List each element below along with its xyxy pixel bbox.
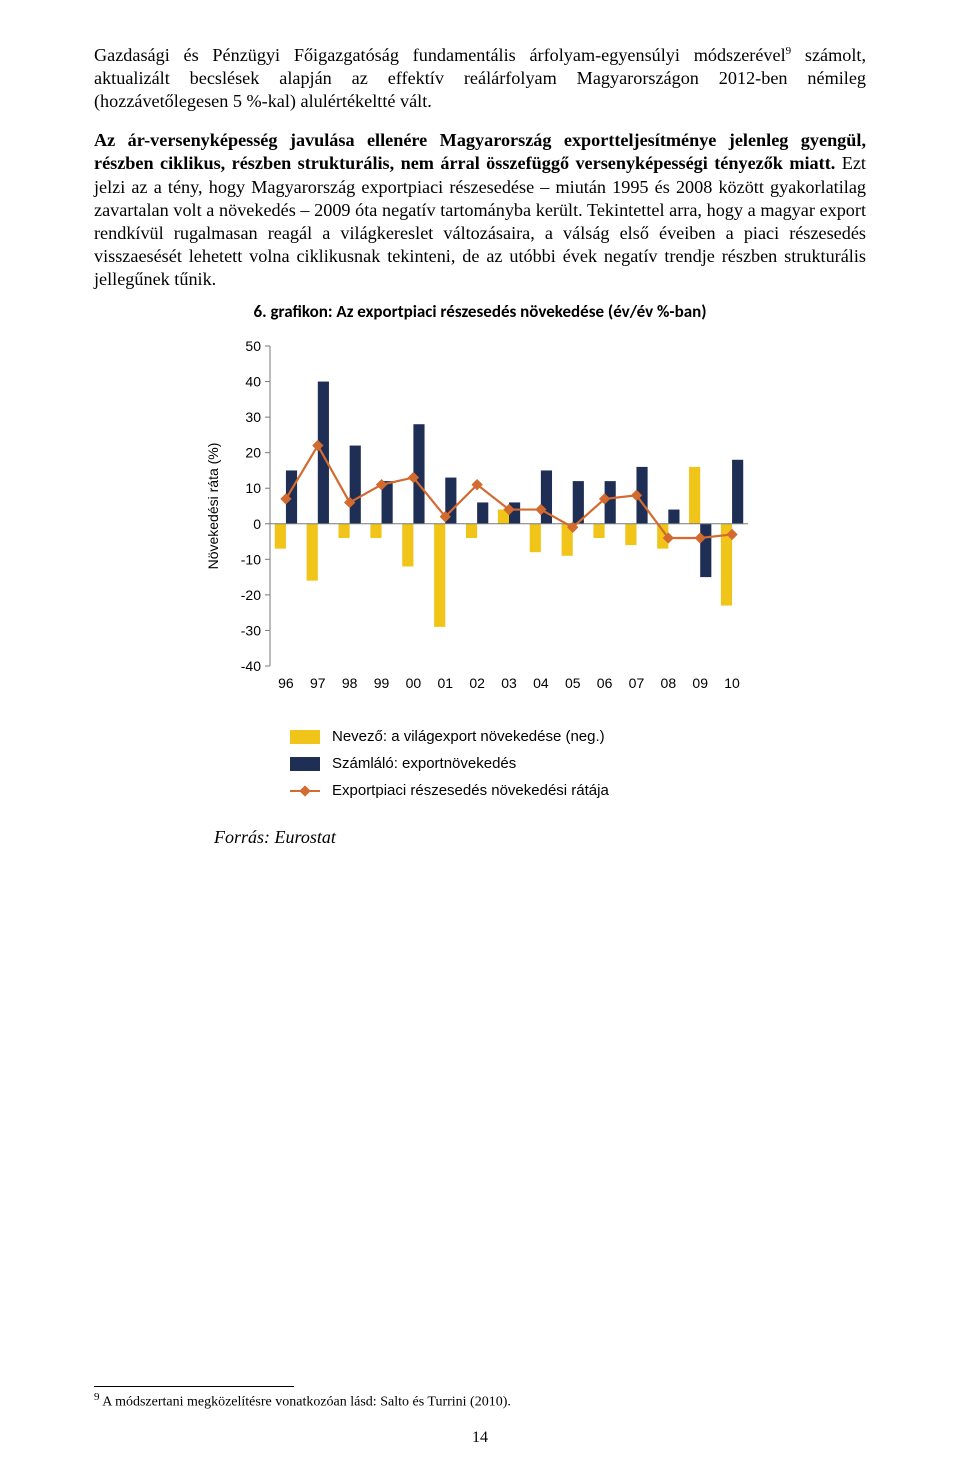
legend-swatch (290, 730, 320, 744)
footnote: 9 A módszertani megközelítésre vonatkozó… (94, 1391, 511, 1411)
svg-text:07: 07 (629, 675, 645, 691)
chart-legend: Nevező: a világexport növekedése (neg.) S… (290, 728, 670, 799)
legend-line-marker (290, 784, 320, 798)
paragraph-1: Gazdasági és Pénzügyi Főigazgatóság fund… (94, 44, 866, 113)
legend-label: Számláló: exportnövekedés (332, 755, 516, 772)
footnote-text: A módszertani megközelítésre vonatkozóan… (100, 1395, 511, 1410)
svg-text:02: 02 (469, 675, 485, 691)
svg-text:10: 10 (724, 675, 740, 691)
svg-text:05: 05 (565, 675, 581, 691)
svg-text:-20: -20 (241, 587, 261, 603)
svg-text:-40: -40 (241, 658, 261, 674)
svg-text:03: 03 (501, 675, 517, 691)
footnote-rule (94, 1386, 294, 1387)
svg-text:50: 50 (245, 338, 261, 354)
chart-source: Forrás: Eurostat (214, 827, 866, 848)
svg-text:30: 30 (245, 409, 261, 425)
svg-text:98: 98 (342, 675, 358, 691)
chart-svg: -40 -30 -20 -10 0 10 20 30 40 50 96 97 98 99 00 01 02 03 0… (200, 338, 760, 698)
legend-label: Exportpiaci részesedés növekedési rátája (332, 782, 609, 799)
svg-text:99: 99 (374, 675, 390, 691)
svg-text:00: 00 (406, 675, 422, 691)
p2-rest: Ezt jelzi az a tény, hogy Magyarország e… (94, 153, 866, 289)
svg-text:-10: -10 (241, 551, 261, 567)
svg-text:20: 20 (245, 445, 261, 461)
svg-text:06: 06 (597, 675, 613, 691)
page-number: 14 (0, 1429, 960, 1447)
p2-bold: Az ár-versenyképesség javulása ellenére … (94, 130, 866, 173)
legend-label: Nevező: a világexport növekedése (neg.) (332, 728, 605, 745)
chart-title: 6. grafikon: Az exportpiaci részesedés n… (94, 301, 866, 322)
svg-text:40: 40 (245, 374, 261, 390)
svg-text:96: 96 (278, 675, 294, 691)
legend-item: Exportpiaci részesedés növekedési rátája (290, 782, 670, 799)
svg-text:08: 08 (661, 675, 677, 691)
svg-text:10: 10 (245, 480, 261, 496)
legend-item: Nevező: a világexport növekedése (neg.) (290, 728, 670, 745)
chart-container: -40 -30 -20 -10 0 10 20 30 40 50 96 97 98 99 00 01 02 03 0… (200, 338, 760, 799)
legend-item: Számláló: exportnövekedés (290, 755, 670, 772)
paragraph-2: Az ár-versenyképesség javulása ellenére … (94, 129, 866, 291)
svg-text:04: 04 (533, 675, 549, 691)
svg-text:01: 01 (437, 675, 453, 691)
svg-text:-30: -30 (241, 623, 261, 639)
legend-swatch (290, 757, 320, 771)
svg-text:97: 97 (310, 675, 326, 691)
svg-text:0: 0 (253, 516, 261, 532)
svg-text:09: 09 (692, 675, 708, 691)
p1-text-a: Gazdasági és Pénzügyi Főigazgatóság fund… (94, 45, 786, 65)
svg-text:Növekedési ráta (%): Növekedési ráta (%) (205, 443, 221, 570)
